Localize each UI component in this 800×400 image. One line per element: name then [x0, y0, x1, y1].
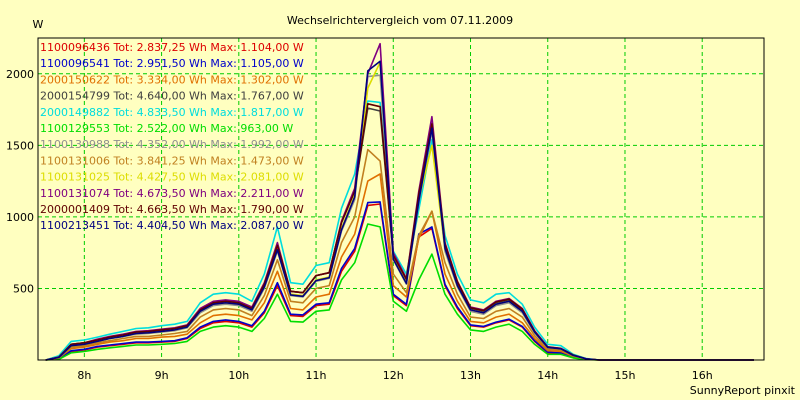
legend-entry: 1100131006 Tot: 3.841,25 Wh Max: 1.473,0…	[40, 154, 304, 167]
legend-entry: 1100096436 Tot: 2.837,25 Wh Max: 1.104,0…	[40, 41, 304, 54]
legend: 1100096436 Tot: 2.837,25 Wh Max: 1.104,0…	[40, 41, 304, 232]
legend-entry: 1100130988 Tot: 4.352,00 Wh Max: 1.992,0…	[40, 138, 304, 151]
legend-entry: 2000150622 Tot: 3.334,00 Wh Max: 1.302,0…	[40, 73, 304, 86]
chart-title: Wechselrichtervergleich vom 07.11.2009	[287, 14, 513, 27]
x-axis-ticks: 8h 9h 10h 11h 12h 13h 14h 15h 16h	[77, 369, 712, 382]
y-axis-ticks: 500 1000 1500 2000	[6, 68, 34, 296]
x-tick-label: 8h	[77, 369, 91, 382]
legend-entry: 1100131025 Tot: 4.427,50 Wh Max: 2.081,0…	[40, 171, 304, 184]
legend-entry: 1100131074 Tot: 4.673,50 Wh Max: 2.211,0…	[40, 187, 304, 200]
legend-entry: 1100129553 Tot: 2.522,00 Wh Max: 963,00 …	[40, 122, 293, 135]
x-tick-label: 12h	[383, 369, 404, 382]
grid	[38, 38, 764, 360]
legend-entry: 1100096541 Tot: 2.951,50 Wh Max: 1.105,0…	[40, 57, 304, 70]
x-tick-label: 9h	[155, 369, 169, 382]
legend-entry: 2000154799 Tot: 4.640,00 Wh Max: 1.767,0…	[40, 90, 304, 103]
x-tick-label: 10h	[228, 369, 249, 382]
legend-entry: 1100213451 Tot: 4.404,50 Wh Max: 2.087,0…	[40, 219, 304, 232]
x-tick-label: 13h	[460, 369, 481, 382]
footer-credit: SunnyReport pinxit	[690, 384, 796, 397]
y-tick-label: 1500	[6, 139, 34, 152]
y-axis-label: W	[33, 18, 44, 31]
y-tick-label: 2000	[6, 68, 34, 81]
plot-area-border	[37, 37, 765, 361]
y-tick-label: 500	[13, 282, 34, 295]
x-tick-label: 11h	[306, 369, 327, 382]
legend-entry: 2000149882 Tot: 4.833,50 Wh Max: 1.817,0…	[40, 106, 304, 119]
x-tick-label: 16h	[692, 369, 713, 382]
x-tick-label: 14h	[537, 369, 558, 382]
y-tick-label: 1000	[6, 211, 34, 224]
legend-entry: 2000001409 Tot: 4.663,50 Wh Max: 1.790,0…	[40, 203, 304, 216]
x-tick-label: 15h	[614, 369, 635, 382]
